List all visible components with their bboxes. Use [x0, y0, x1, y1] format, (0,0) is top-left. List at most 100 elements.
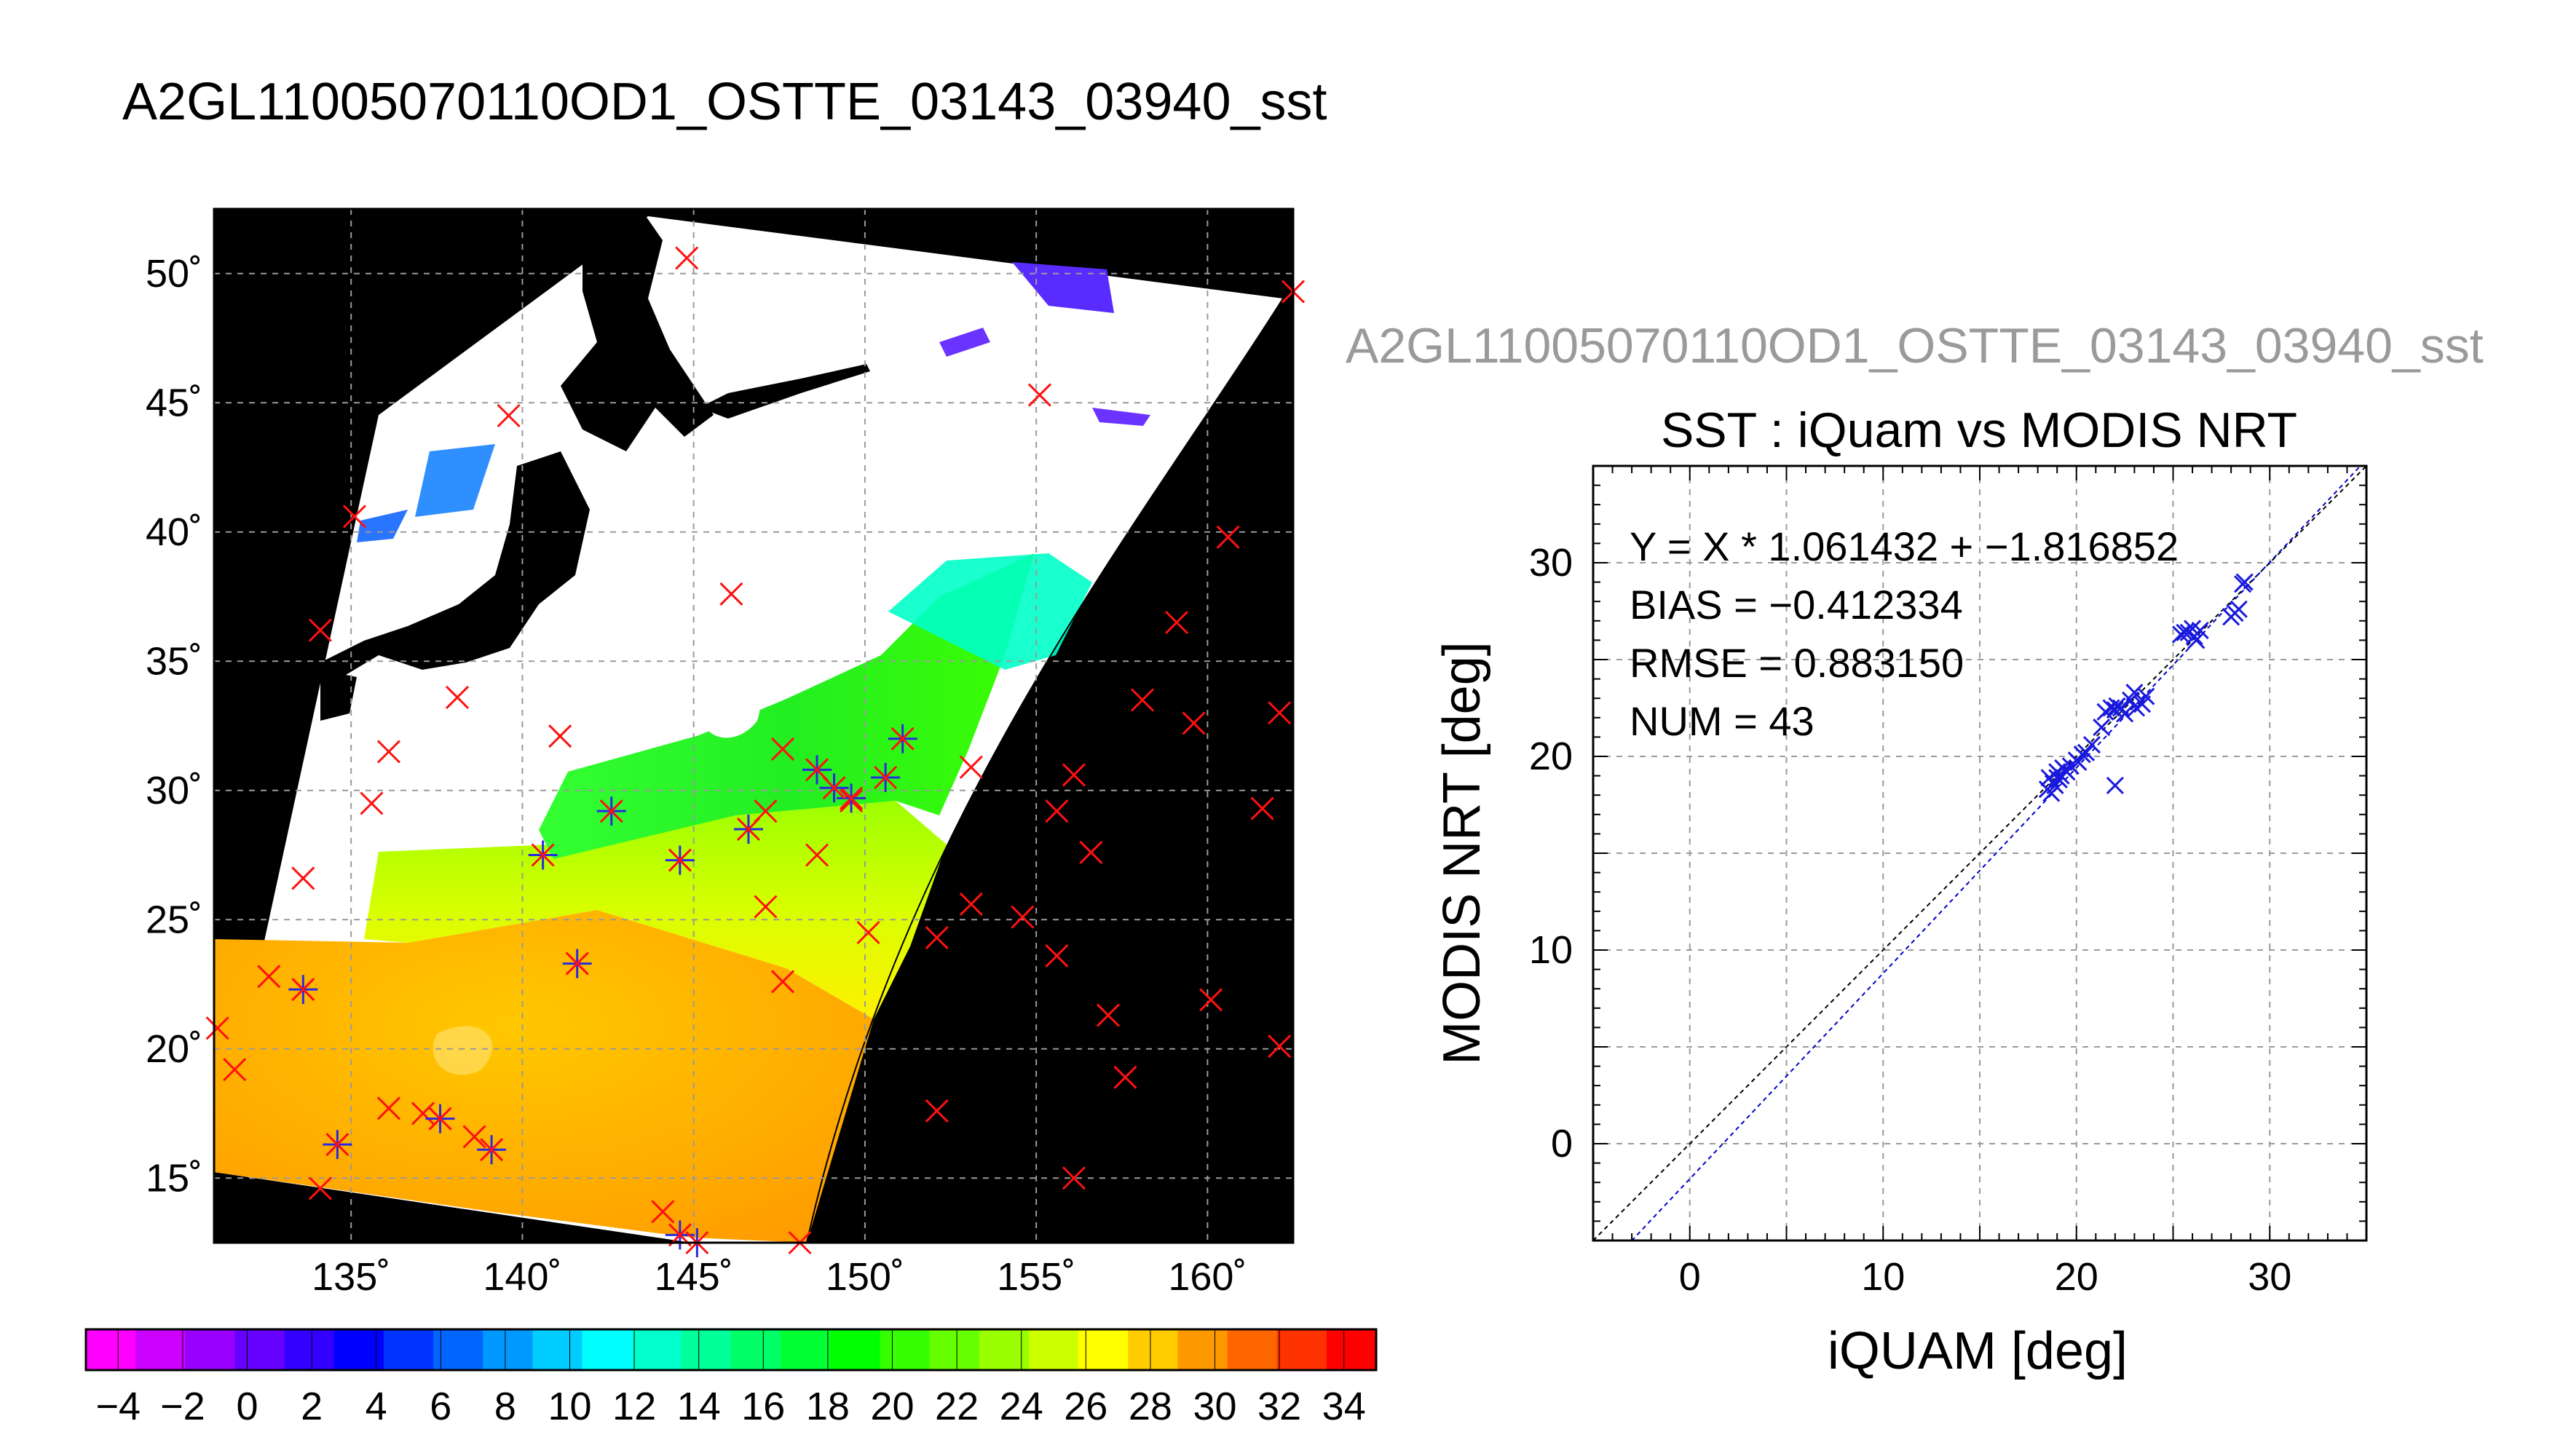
modis-matchup-cross — [874, 765, 898, 790]
scatter-point — [2230, 600, 2248, 618]
iquam-matchup-marker — [959, 892, 983, 917]
colorbar-tick-labels: −4 −2 0 2 4 6 8 10 12 14 16 18 20 22 24 26 28 30 32 34 — [96, 1329, 1366, 1428]
colorbar-swatch — [383, 1329, 434, 1370]
scatter-annotation: NUM = 43 — [1630, 698, 1814, 744]
iquam-matchup-marker — [308, 1176, 332, 1200]
scatter-plot: A2GL11005070110OD1_OSTTE_03143_03940_sst… — [1346, 318, 2484, 1380]
scatter-point — [2106, 776, 2124, 794]
scatter-point — [2137, 687, 2155, 705]
colorbar-tick-label: 20 — [870, 1385, 914, 1428]
iquam-matchup-marker — [462, 1125, 486, 1149]
colorbar-swatch — [1276, 1329, 1327, 1370]
colorbar-tick-label: 6 — [430, 1385, 451, 1428]
map-y-tick-label: 45˚ — [146, 381, 202, 424]
colorbar-tick-label: 14 — [677, 1385, 721, 1428]
colorbar-tick-label: 34 — [1322, 1385, 1366, 1428]
colorbar-tick-label: 26 — [1064, 1385, 1107, 1428]
map-grid — [214, 209, 1293, 1243]
colorbar-swatch — [532, 1329, 583, 1370]
colorbar-tick-label: 28 — [1129, 1385, 1172, 1428]
colorbar-tick-label: 10 — [548, 1385, 591, 1428]
iquam-matchup-marker — [308, 618, 332, 642]
iquam-matchup-marker — [1062, 763, 1086, 787]
iquam-matchup-marker — [1164, 610, 1189, 635]
colorbar-frame — [84, 1328, 1378, 1372]
land-kuril-islands — [699, 364, 870, 419]
colorbar-tick-label: 30 — [1193, 1385, 1236, 1428]
map-x-tick-label: 160˚ — [1168, 1255, 1247, 1299]
map-y-tick-label: 35˚ — [146, 639, 202, 683]
scatter-point — [2187, 631, 2205, 649]
modis-matchup-cross — [480, 1138, 504, 1162]
colorbar-tick-label: 22 — [935, 1385, 979, 1428]
scatter-point — [2125, 684, 2144, 702]
colorbar-swatch — [731, 1329, 781, 1370]
iquam-matchup-marker — [1096, 1003, 1121, 1027]
scatter-y-axis-label: MODIS NRT [deg] — [1433, 641, 1491, 1065]
scatter-point — [2042, 784, 2061, 802]
swath-east-edge — [806, 298, 1284, 1243]
colorbar-swatch — [631, 1329, 682, 1370]
scatter-x-tick-label: 0 — [1679, 1255, 1701, 1299]
iquam-matchup-marker — [675, 246, 699, 270]
iquam-matchup-marker — [1062, 1166, 1086, 1190]
sst-north-region — [888, 553, 1092, 670]
iquam-matchup-marker — [1011, 905, 1035, 929]
iquam-matchup-marker — [770, 970, 795, 994]
sst-okhotsk-patch — [1012, 262, 1114, 313]
sst-tropical-region — [214, 910, 874, 1243]
colorbar-tick-label: 0 — [236, 1385, 258, 1428]
colorbar-swatch — [830, 1329, 880, 1370]
iquam-matchup-marker — [223, 1058, 247, 1082]
iquam-matchup-marker — [342, 505, 366, 529]
scatter-point — [2040, 769, 2058, 787]
iquam-matchup-marker — [1250, 796, 1274, 820]
scatter-x-tick-label: 20 — [2055, 1255, 2098, 1299]
scatter-point — [2106, 701, 2124, 719]
colorbar-tick-label: −2 — [160, 1385, 205, 1428]
scatter-x-tick-label: 10 — [1861, 1255, 1905, 1299]
scatter-point — [2102, 699, 2120, 717]
map-y-tick-label: 30˚ — [146, 769, 202, 812]
iquam-matchup-marker — [1182, 711, 1206, 735]
land-asia-coast — [214, 209, 583, 699]
scatter-point — [2176, 623, 2194, 641]
scatter-point — [2108, 697, 2126, 715]
scatter-point — [2073, 745, 2091, 764]
iquam-matchup-marker — [205, 1016, 229, 1040]
colorbar-swatch — [433, 1329, 483, 1370]
sst-field — [214, 262, 1150, 1243]
iquam-matchup-marker — [1045, 799, 1069, 823]
colorbar-swatch — [483, 1329, 533, 1370]
colorbar: −4 −2 0 2 4 6 8 10 12 14 16 18 20 22 24 26 28 30 32 34 — [84, 1328, 1378, 1428]
iquam-matchup-marker — [1113, 1065, 1137, 1089]
map-matchup-markers — [205, 246, 1306, 1257]
colorbar-tick-label: 4 — [366, 1385, 387, 1428]
iquam-matchup-marker — [1268, 1034, 1292, 1059]
iquam-matchup-marker — [497, 403, 521, 428]
colorbar-swatch — [781, 1329, 831, 1370]
map-y-tick-label: 25˚ — [146, 898, 202, 941]
colorbar-swatch — [880, 1329, 931, 1370]
modis-matchup-cross — [840, 786, 864, 810]
colorbar-swatch — [979, 1329, 1030, 1370]
scatter-y-tick-label: 0 — [1551, 1122, 1573, 1166]
scatter-tick-labels: 0 10 20 30 0 10 20 30 — [1529, 466, 2366, 1299]
land-kyushu — [320, 670, 357, 721]
scatter-point — [2235, 573, 2254, 591]
colorbar-swatch — [1128, 1329, 1178, 1370]
iquam-matchup-marker — [445, 685, 470, 710]
colorbar-swatch — [185, 1329, 235, 1370]
scatter-y-tick-label: 30 — [1529, 541, 1573, 585]
sst-kuroshio-region — [539, 553, 1034, 859]
colorbar-swatch — [681, 1329, 732, 1370]
colorbar-swatch — [1227, 1329, 1278, 1370]
scatter-y-tick-label: 10 — [1529, 928, 1573, 972]
sst-subtropical-region — [364, 801, 947, 1019]
colorbar-tick-label: 16 — [741, 1385, 785, 1428]
colorbar-swatches — [86, 1329, 1377, 1370]
scatter-points — [2038, 573, 2254, 802]
modis-matchup-cross — [822, 776, 846, 800]
iquam-matchup-marker — [925, 926, 949, 950]
